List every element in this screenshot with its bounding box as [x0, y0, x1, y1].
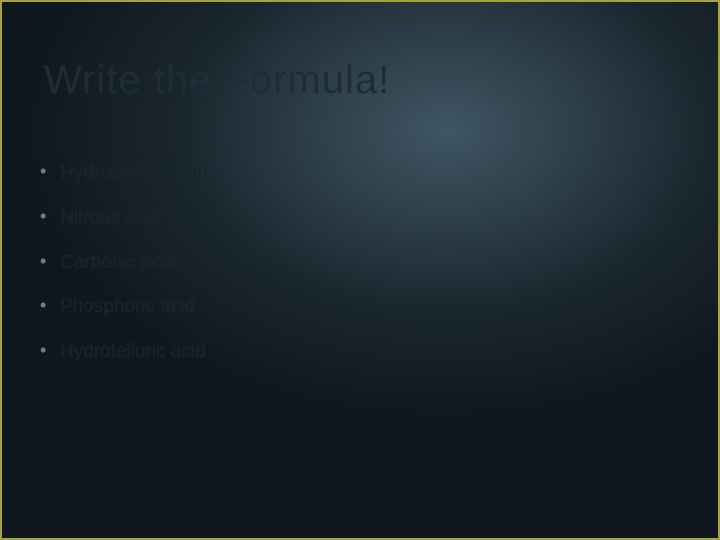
list-item: Phosphoric acid	[36, 296, 208, 319]
list-item: Nitrous acid	[36, 207, 208, 230]
list-item: Carbonic acid	[36, 252, 208, 275]
slide-title: Write the Formula!	[44, 58, 390, 103]
bullet-list: Hydrobromic acid Nitrous acid Carbonic a…	[36, 162, 208, 386]
slide: Write the Formula! Hydrobromic acid Nitr…	[0, 0, 720, 540]
list-item: Hydrobromic acid	[36, 162, 208, 185]
list-item: Hydrotelluric acid	[36, 341, 208, 364]
